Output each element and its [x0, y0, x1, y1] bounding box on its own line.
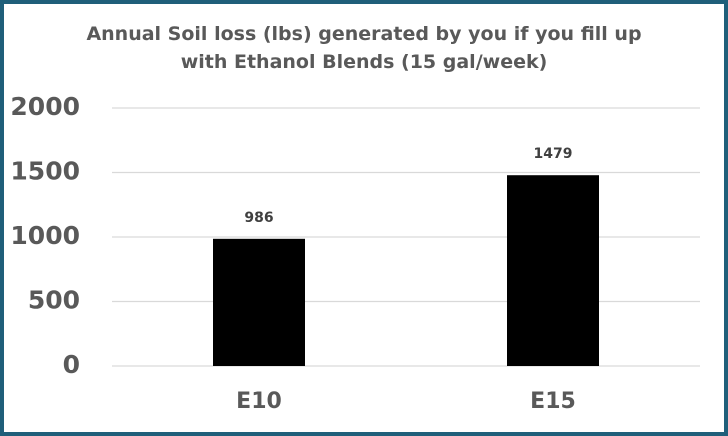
x-tick-label: E10	[236, 389, 282, 414]
chart: 0 500 1000 1500 2000 E10 986 E15 1479	[10, 92, 700, 414]
chart-title: Annual Soil loss (lbs) generated by you …	[86, 23, 642, 73]
y-tick-label: 500	[28, 286, 80, 315]
data-label: 1479	[534, 146, 573, 162]
bar	[213, 238, 305, 366]
y-tick-label: 1000	[10, 221, 80, 250]
bar	[507, 175, 599, 366]
y-tick-label: 2000	[10, 92, 80, 121]
y-tick-label: 0	[63, 350, 80, 379]
x-tick-label: E15	[530, 389, 576, 414]
y-tick-label: 1500	[10, 157, 80, 186]
data-label: 986	[244, 210, 273, 226]
